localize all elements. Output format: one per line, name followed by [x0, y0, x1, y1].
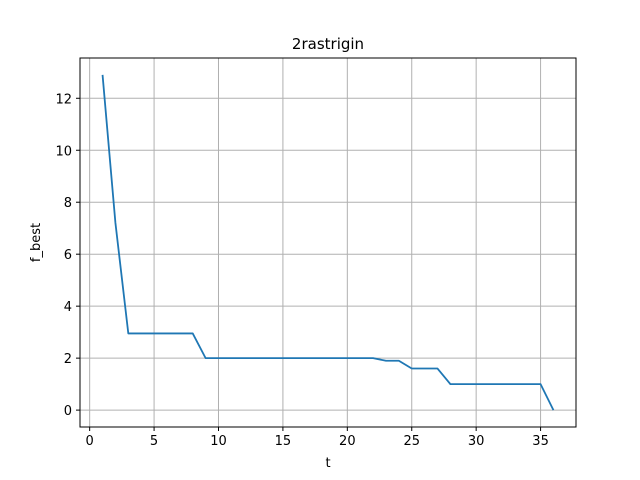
ticks: 0 5 10 15 20 25 30 35 0 2 4 6 8 10 12 [55, 92, 548, 449]
x-tick-label: 5 [150, 434, 158, 449]
y-tick-label: 6 [64, 248, 72, 263]
y-tick-label: 10 [55, 144, 72, 159]
x-tick-label: 35 [532, 434, 549, 449]
y-axis-label: f_best [29, 223, 44, 262]
x-tick-label: 25 [403, 434, 420, 449]
y-tick-label: 2 [64, 352, 72, 367]
plot-frame [79, 57, 577, 428]
grid [80, 58, 576, 427]
y-tick-label: 0 [64, 404, 72, 419]
series-layer [101, 74, 555, 411]
x-tick-label: 15 [275, 434, 292, 449]
y-tick-label: 4 [64, 300, 72, 315]
x-tick-label: 10 [210, 434, 227, 449]
x-tick-label: 30 [468, 434, 485, 449]
x-axis-label: t [325, 456, 330, 471]
x-tick-label: 0 [86, 434, 94, 449]
x-tick-label: 20 [339, 434, 356, 449]
y-tick-label: 12 [55, 92, 72, 107]
chart-title: 2rastrigin [292, 35, 364, 53]
series-line [101, 74, 555, 411]
y-tick-label: 8 [64, 196, 72, 211]
